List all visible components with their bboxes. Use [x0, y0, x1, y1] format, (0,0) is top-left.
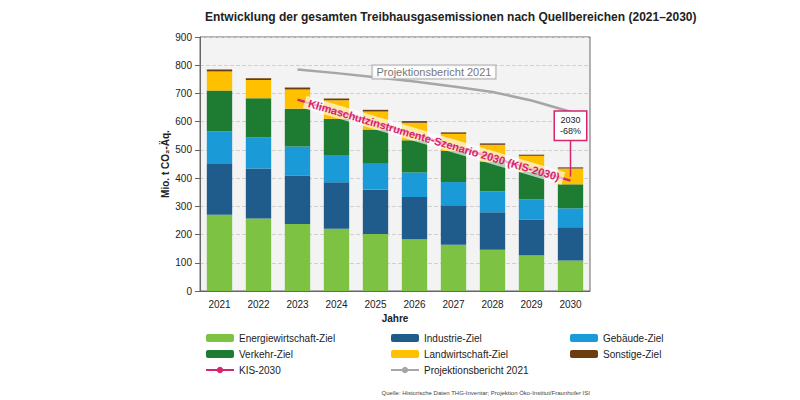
svg-text:Energiewirtschaft-Ziel: Energiewirtschaft-Ziel	[239, 333, 335, 344]
svg-text:300: 300	[175, 201, 192, 212]
svg-text:0: 0	[186, 286, 192, 297]
svg-text:Quelle: Historische Daten THG-: Quelle: Historische Daten THG-Inventar; …	[382, 390, 591, 396]
svg-text:800: 800	[175, 60, 192, 71]
svg-text:Verkehr-Ziel: Verkehr-Ziel	[239, 349, 293, 360]
svg-text:2028: 2028	[481, 299, 504, 310]
svg-text:2023: 2023	[286, 299, 309, 310]
svg-text:-68%: -68%	[560, 126, 581, 136]
svg-text:Klimaschutzinstrumente-Szenari: Klimaschutzinstrumente-Szenario 2030 (KI…	[307, 97, 562, 183]
svg-text:Entwicklung der gesamten Treib: Entwicklung der gesamten Treibhausgasemi…	[205, 10, 697, 24]
svg-text:Jahre: Jahre	[382, 313, 409, 324]
svg-text:400: 400	[175, 173, 192, 184]
svg-text:2030: 2030	[560, 115, 580, 125]
svg-text:2030: 2030	[559, 299, 582, 310]
svg-text:Projektionsbericht 2021: Projektionsbericht 2021	[424, 365, 529, 376]
svg-text:2022: 2022	[247, 299, 270, 310]
svg-text:100: 100	[175, 257, 192, 268]
svg-text:Sonstige-Ziel: Sonstige-Ziel	[603, 349, 661, 360]
svg-text:Gebäude-Ziel: Gebäude-Ziel	[603, 333, 664, 344]
svg-text:Industrie-Ziel: Industrie-Ziel	[424, 333, 482, 344]
svg-text:600: 600	[175, 116, 192, 127]
svg-text:2024: 2024	[325, 299, 348, 310]
svg-text:Projektionsbericht 2021: Projektionsbericht 2021	[377, 66, 492, 78]
svg-text:Landwirtschaft-Ziel: Landwirtschaft-Ziel	[424, 349, 508, 360]
svg-text:KIS-2030: KIS-2030	[239, 365, 281, 376]
svg-text:2029: 2029	[520, 299, 543, 310]
svg-text:2027: 2027	[442, 299, 465, 310]
svg-text:900: 900	[175, 32, 192, 43]
svg-text:2025: 2025	[364, 299, 387, 310]
svg-text:500: 500	[175, 144, 192, 155]
svg-text:2026: 2026	[403, 299, 426, 310]
svg-text:2021: 2021	[208, 299, 231, 310]
svg-text:700: 700	[175, 88, 192, 99]
svg-text:Mio. t CO₂-Äq.: Mio. t CO₂-Äq.	[159, 130, 171, 198]
svg-text:200: 200	[175, 229, 192, 240]
